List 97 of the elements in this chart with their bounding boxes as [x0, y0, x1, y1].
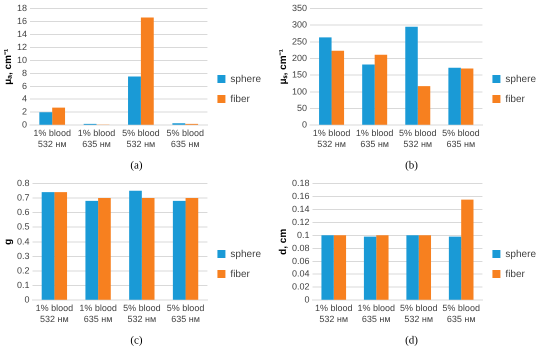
y-tick-label: 16	[16, 16, 28, 26]
y-tick-label: 0.08	[292, 242, 310, 253]
y-axis-title: μₐ, cm⁻¹	[2, 48, 14, 85]
y-tick-label: 0.18	[292, 178, 310, 188]
y-tick-label: 0	[24, 294, 30, 305]
bar	[334, 235, 346, 300]
y-tick-label: 250	[292, 36, 308, 46]
legend-label: fiber	[505, 268, 526, 280]
bar	[98, 198, 111, 300]
y-tick-label: 0.1	[297, 230, 310, 240]
bar	[376, 235, 389, 300]
bar	[332, 50, 344, 125]
bar	[448, 68, 461, 125]
y-tick-label: 0.6	[16, 207, 30, 218]
legend-label: fiber	[230, 94, 251, 105]
legend-label: fiber	[230, 268, 251, 280]
y-tick-label: 14	[16, 28, 28, 39]
bar	[461, 200, 474, 300]
y-axis-title: d, cm	[278, 228, 289, 255]
y-tick-label: 0	[22, 120, 28, 130]
bar	[42, 192, 54, 300]
bar	[321, 235, 334, 300]
bar	[129, 190, 142, 300]
text: (d)	[405, 334, 418, 346]
bar	[52, 108, 66, 125]
y-tick-label: 10	[16, 54, 28, 65]
text: (a)	[130, 159, 143, 172]
y-tick-label: 0.8	[16, 178, 30, 188]
x-tick-label: 1% blood 532 нм	[314, 303, 353, 324]
y-tick-label: 50	[297, 103, 308, 113]
y-tick-label: 2	[22, 106, 28, 117]
y-tick-label: 6	[22, 80, 28, 91]
y-tick-label: 0.2	[16, 265, 30, 276]
bar	[54, 192, 68, 300]
x-tick-label: 5% blood 635 нм	[166, 303, 204, 324]
y-tick-label: 4	[22, 94, 28, 104]
bar	[460, 68, 474, 125]
y-tick-label: 150	[292, 70, 308, 80]
y-tick-label: 18	[16, 2, 28, 13]
x-tick-label: 5% blood 532 нм	[400, 303, 438, 324]
x-tick-label: 1% blood 635 нм	[79, 303, 117, 324]
bar	[39, 112, 52, 125]
x-tick-label: 1% blood 532 нм	[312, 128, 350, 149]
y-tick-label: 0.16	[292, 190, 310, 201]
x-tick-label: 1% blood 532 нм	[33, 128, 71, 149]
text: (c)	[130, 334, 143, 346]
bar	[128, 76, 141, 125]
x-tick-label: 5% blood 532 нм	[122, 128, 160, 149]
y-tick-label: 350	[292, 2, 308, 13]
bar	[172, 200, 186, 300]
y-tick-label: 0.3	[16, 250, 30, 261]
legend-label: fiber	[505, 94, 526, 105]
y-tick-label: 0.14	[292, 204, 310, 214]
y-tick-label: 0.12	[292, 216, 310, 227]
y-axis-title: μₛ, cm⁻¹	[278, 48, 289, 85]
x-tick-label: 1% blood 532 нм	[36, 303, 74, 324]
bar	[186, 198, 198, 300]
legend-label: sphere	[230, 248, 262, 260]
x-tick-label: 1% blood 635 нм	[357, 303, 395, 324]
y-tick-label: 0.4	[16, 236, 30, 246]
x-tick-label: 5% blood 635 нм	[442, 303, 480, 324]
y-tick-label: 100	[292, 86, 308, 96]
x-tick-label: 5% blood 532 нм	[123, 303, 161, 324]
bar	[364, 236, 376, 300]
y-tick-label: 8	[22, 68, 28, 78]
y-tick-label: 0.1	[16, 280, 30, 290]
y-tick-label: 300	[292, 20, 308, 30]
x-tick-label: 1% blood 635 нм	[356, 128, 394, 149]
y-tick-label: 0.5	[16, 222, 30, 232]
x-tick-label: 1% blood 635 нм	[78, 128, 116, 149]
legend-label: sphere	[505, 248, 536, 260]
y-tick-label: 0.06	[292, 256, 310, 266]
bar	[362, 64, 375, 125]
y-tick-label: 200	[292, 52, 308, 63]
y-tick-label: 0	[302, 120, 308, 130]
bar	[406, 235, 419, 300]
y-tick-label: 0.02	[292, 282, 310, 292]
y-tick-label: 0	[304, 294, 310, 305]
x-tick-label: 5% blood 532 нм	[399, 128, 437, 149]
bar	[448, 236, 462, 300]
bar	[319, 37, 332, 125]
y-tick-label: 0.04	[292, 268, 310, 279]
bar	[418, 86, 430, 125]
bar	[142, 198, 155, 300]
legend-label: sphere	[505, 74, 536, 85]
x-tick-label: 5% blood 635 нм	[442, 128, 480, 149]
bar	[374, 54, 388, 125]
y-axis-title: g	[2, 238, 14, 245]
y-tick-label: 0.7	[16, 192, 30, 202]
bar	[405, 26, 418, 125]
legend-label: sphere	[230, 74, 262, 85]
y-tick-label: 12	[16, 42, 28, 52]
bar	[418, 235, 432, 300]
bar	[140, 17, 154, 125]
text: (b)	[405, 159, 418, 172]
bar	[85, 200, 98, 300]
x-tick-label: 5% blood 635 нм	[166, 128, 204, 149]
